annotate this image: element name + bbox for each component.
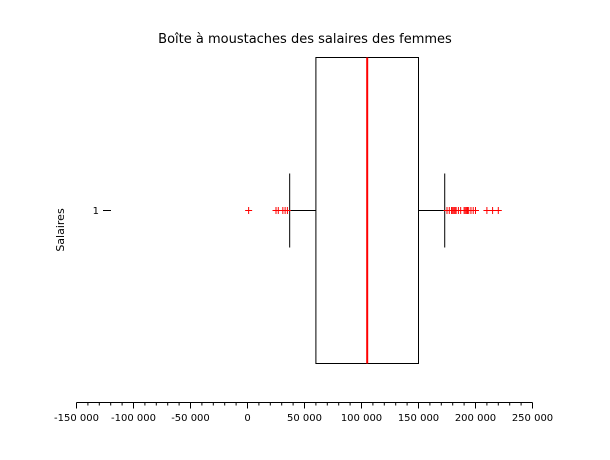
category-tick-label: 1 [93,206,99,217]
x-tick-label: -150 000 [54,413,99,424]
x-tick-label: 50 000 [287,413,322,424]
outlier-marker [494,207,502,214]
outliers [245,207,502,214]
y-axis-label: Salaires [54,208,67,252]
x-tick-label: 150 000 [398,413,439,424]
x-tick-label: 100 000 [341,413,382,424]
category-tick: 1 [93,206,111,217]
box-plot [289,57,446,364]
x-axis: -150 000 -100 000 -50 000 0 50 000 100 000 150… [54,402,553,424]
outlier-marker [245,207,253,214]
x-tick-label: 250 000 [512,413,553,424]
x-tick-label: 200 000 [455,413,496,424]
x-tick-label: 0 [244,413,250,424]
x-tick-label: -100 000 [111,413,156,424]
outlier-marker [472,207,479,214]
x-tick-label: -50 000 [171,413,210,424]
chart-title: Boîte à moustaches des salaires des femm… [158,32,452,47]
outlier-marker [283,207,291,214]
